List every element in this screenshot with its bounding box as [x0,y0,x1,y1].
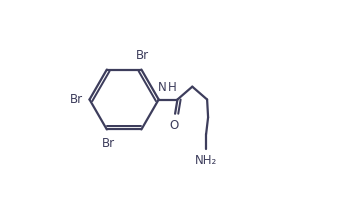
Text: N: N [158,81,166,94]
Text: H: H [168,81,177,94]
Text: NH₂: NH₂ [195,154,217,167]
Text: Br: Br [69,93,83,106]
Text: Br: Br [136,49,149,62]
Text: O: O [170,119,179,132]
Text: Br: Br [102,137,115,150]
